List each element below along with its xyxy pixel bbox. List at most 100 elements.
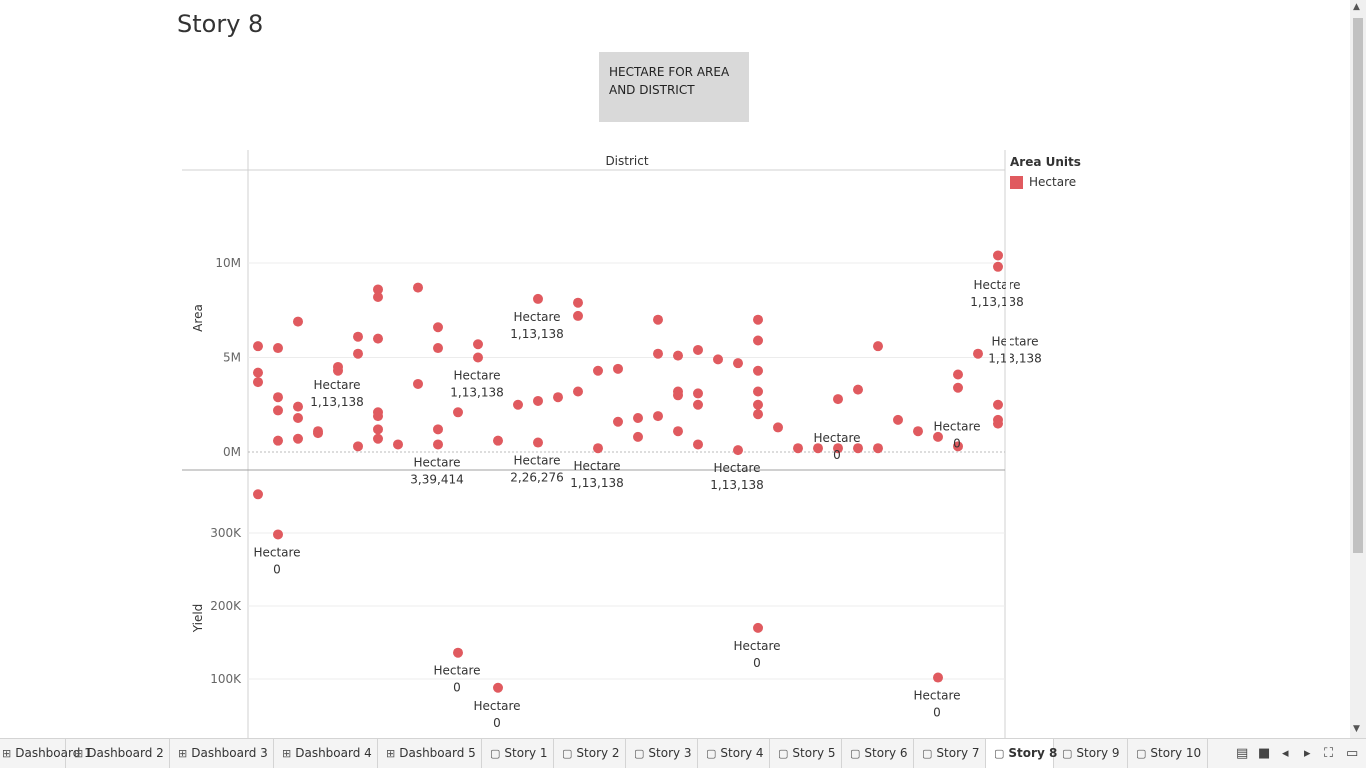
data-point: [633, 431, 643, 442]
scroll-down-icon[interactable]: ▼: [1353, 724, 1360, 734]
data-point: [753, 314, 763, 325]
data-point: [913, 426, 923, 437]
y-tick-label: 100K: [210, 672, 242, 686]
y-tick-label: 5M: [223, 351, 241, 365]
y-tick-label: 200K: [210, 599, 242, 613]
data-point: [473, 339, 483, 350]
mark-label: 1,13,138: [988, 351, 1041, 365]
data-point: [353, 348, 363, 359]
tab-dashboard-2[interactable]: ⊞ Dashboard 2: [66, 739, 170, 768]
tab-dashboard-4[interactable]: ⊞ Dashboard 4: [274, 739, 378, 768]
mark-label: 1,13,138: [510, 327, 563, 341]
scroll-up-icon[interactable]: ▲: [1353, 2, 1360, 12]
data-point: [253, 489, 263, 500]
tab-story-7[interactable]: ▢ Story 7: [914, 739, 986, 768]
grid-icon: ⊞: [386, 747, 396, 760]
data-point: [753, 365, 763, 376]
data-point: [753, 409, 763, 420]
data-point: [733, 358, 743, 369]
tab-label: Dashboard 3: [191, 746, 268, 760]
mark-label: Hectare: [513, 454, 560, 468]
data-point: [793, 443, 803, 454]
tab-label: Story 10: [1150, 746, 1202, 760]
tab-label: Story 3: [648, 746, 692, 760]
y-axis-label: Yield: [191, 604, 205, 634]
tab-story-2[interactable]: ▢ Story 2: [554, 739, 626, 768]
vertical-scrollbar[interactable]: ▲ ▼: [1350, 0, 1366, 738]
mark-label: 0: [453, 681, 461, 695]
tab-story-9[interactable]: ▢ Story 9: [1054, 739, 1128, 768]
mark-label: 1,13,138: [310, 395, 363, 409]
mark-label: Hectare: [813, 431, 860, 445]
data-point: [493, 682, 503, 693]
tab-dashboard-3[interactable]: ⊞ Dashboard 3: [170, 739, 274, 768]
tab-dashboard-5[interactable]: ⊞ Dashboard 5: [378, 739, 482, 768]
data-point: [893, 414, 903, 425]
book-icon: ▢: [922, 747, 933, 760]
y-tick-label: 10M: [215, 256, 241, 270]
mark-label: 1,13,138: [970, 295, 1023, 309]
legend: Area Units Hectare: [1010, 155, 1081, 189]
data-point: [293, 412, 303, 423]
data-point: [853, 384, 863, 395]
data-point: [453, 647, 463, 658]
mark-label: Hectare: [453, 369, 500, 383]
tab-story-4[interactable]: ▢ Story 4: [698, 739, 770, 768]
tab-bar: ⊞ Dashboard 1 ⊞ Dashboard 2 ⊞ Dashboard 3 ⊞ Das…: [0, 738, 1366, 768]
data-point: [553, 392, 563, 403]
book-icon: ▢: [994, 747, 1005, 760]
mark-label: 1,13,138: [710, 478, 763, 492]
data-point: [293, 401, 303, 412]
story-point-caption[interactable]: HECTARE FOR AREA AND DISTRICT: [599, 52, 749, 122]
data-point: [353, 331, 363, 342]
y-tick-label: 300K: [210, 526, 242, 540]
tab-story-1[interactable]: ▢ Story 1: [482, 739, 554, 768]
prev-icon[interactable]: ◂: [1282, 746, 1289, 761]
mark-label: 3,39,414: [410, 472, 463, 486]
mark-label: 0: [933, 706, 941, 720]
legend-item-label: Hectare: [1029, 175, 1077, 189]
book-icon: ▢: [634, 747, 645, 760]
tab-story-6[interactable]: ▢ Story 6: [842, 739, 914, 768]
mark-label: 2,26,276: [510, 471, 563, 485]
mark-label: Hectare: [513, 310, 560, 324]
tab-dashboard-1[interactable]: ⊞ Dashboard 1: [0, 739, 92, 768]
data-point: [373, 433, 383, 444]
scroll-thumb[interactable]: [1353, 18, 1363, 553]
book-icon: ▢: [850, 747, 861, 760]
data-point: [693, 439, 703, 450]
grid-icon: ⊞: [74, 747, 84, 760]
single-view-icon[interactable]: ■: [1258, 746, 1271, 761]
legend-item-hectare[interactable]: Hectare: [1010, 175, 1081, 189]
data-point: [753, 335, 763, 346]
mark-label: 0: [273, 562, 281, 576]
tab-story-8[interactable]: ▢ Story 8: [986, 739, 1057, 768]
data-point: [573, 297, 583, 308]
fullscreen-icon[interactable]: ⛶: [1324, 746, 1334, 761]
data-point: [353, 441, 363, 452]
data-point: [373, 284, 383, 295]
data-point: [693, 388, 703, 399]
scatter-chart: District 0M 5M 10M Area Hectare 1,13,138 Hectar…: [182, 150, 1042, 738]
data-point: [433, 322, 443, 333]
data-point: [533, 437, 543, 448]
filmstrip-icon[interactable]: ▤: [1236, 746, 1249, 761]
mark-label: Hectare: [573, 459, 620, 473]
mark-label: Hectare: [433, 664, 480, 678]
tab-story-3[interactable]: ▢ Story 3: [626, 739, 698, 768]
tab-story-10[interactable]: ▢ Story 10: [1128, 739, 1208, 768]
mark-label: 0: [493, 716, 501, 730]
grid-icon: ⊞: [2, 747, 12, 760]
book-icon: ▢: [490, 747, 501, 760]
book-icon: ▢: [778, 747, 789, 760]
data-point: [653, 314, 663, 325]
mark-label: 1,13,138: [450, 386, 503, 400]
data-point: [613, 416, 623, 427]
data-point: [873, 443, 883, 454]
data-point: [613, 363, 623, 374]
tab-story-5[interactable]: ▢ Story 5: [770, 739, 842, 768]
tab-label: Dashboard 4: [295, 746, 372, 760]
data-point: [993, 261, 1003, 272]
next-icon[interactable]: ▸: [1304, 746, 1311, 761]
present-icon[interactable]: ▭: [1346, 746, 1359, 761]
